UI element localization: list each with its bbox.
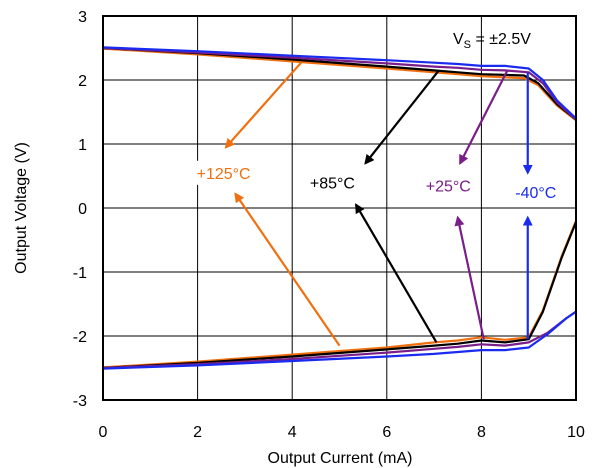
temperature-label: +85°C	[310, 175, 355, 192]
annotation-background	[194, 160, 253, 185]
annotation-arrow	[234, 192, 341, 347]
y-tick-label: -3	[73, 393, 87, 410]
y-tick-label: 3	[78, 9, 87, 26]
y-tick-label: -1	[73, 265, 87, 282]
x-tick-label: 2	[193, 424, 202, 441]
annotation-arrow	[355, 203, 438, 343]
series-line-upper	[102, 46, 577, 121]
x-tick-label: 8	[477, 424, 486, 441]
annotation-arrow	[459, 69, 509, 165]
annotation-background	[307, 170, 357, 195]
supply-rest: = ±2.5V	[471, 31, 531, 48]
x-tick-label: 6	[382, 424, 391, 441]
y-tick-label: 2	[78, 73, 87, 90]
supply-sub: S	[464, 39, 471, 51]
series-line-lower	[102, 310, 577, 370]
y-tick-label: 1	[78, 137, 87, 154]
annotation-arrow	[364, 69, 440, 165]
temperature-label: -40°C	[515, 185, 556, 202]
annotation-background	[511, 180, 561, 204]
x-tick-label: 0	[99, 424, 108, 441]
y-axis-label: Output Voltage (V)	[13, 142, 30, 274]
y-tick-label: 0	[78, 201, 87, 218]
annotation-arrows	[224, 61, 533, 347]
annotation-arrow	[454, 215, 485, 340]
temperature-label: +125°C	[197, 166, 251, 183]
x-tick-label: 10	[567, 424, 585, 441]
series-line-upper	[102, 46, 577, 120]
x-axis-label: Output Current (mA)	[268, 450, 413, 467]
series-line-upper	[102, 46, 577, 121]
temperature-annotations: +125°C +85°C +25°C -40°C	[194, 160, 561, 204]
annotation-background	[423, 173, 473, 198]
supply-voltage-label: VS = ±2.5V	[453, 31, 531, 51]
x-tick-label: 4	[288, 424, 297, 441]
series-line-upper	[102, 47, 577, 122]
y-tick-label: -2	[73, 329, 87, 346]
temperature-label: +25°C	[426, 179, 471, 196]
supply-v: V	[453, 31, 464, 48]
annotation-arrow	[224, 61, 303, 149]
series-line-lower	[102, 221, 578, 370]
tick-labels: 0 2 4 6 8 10 -3 -2 -1 0 1 2 3	[73, 9, 585, 441]
series-lines	[102, 46, 578, 370]
plot-frame	[102, 15, 577, 401]
